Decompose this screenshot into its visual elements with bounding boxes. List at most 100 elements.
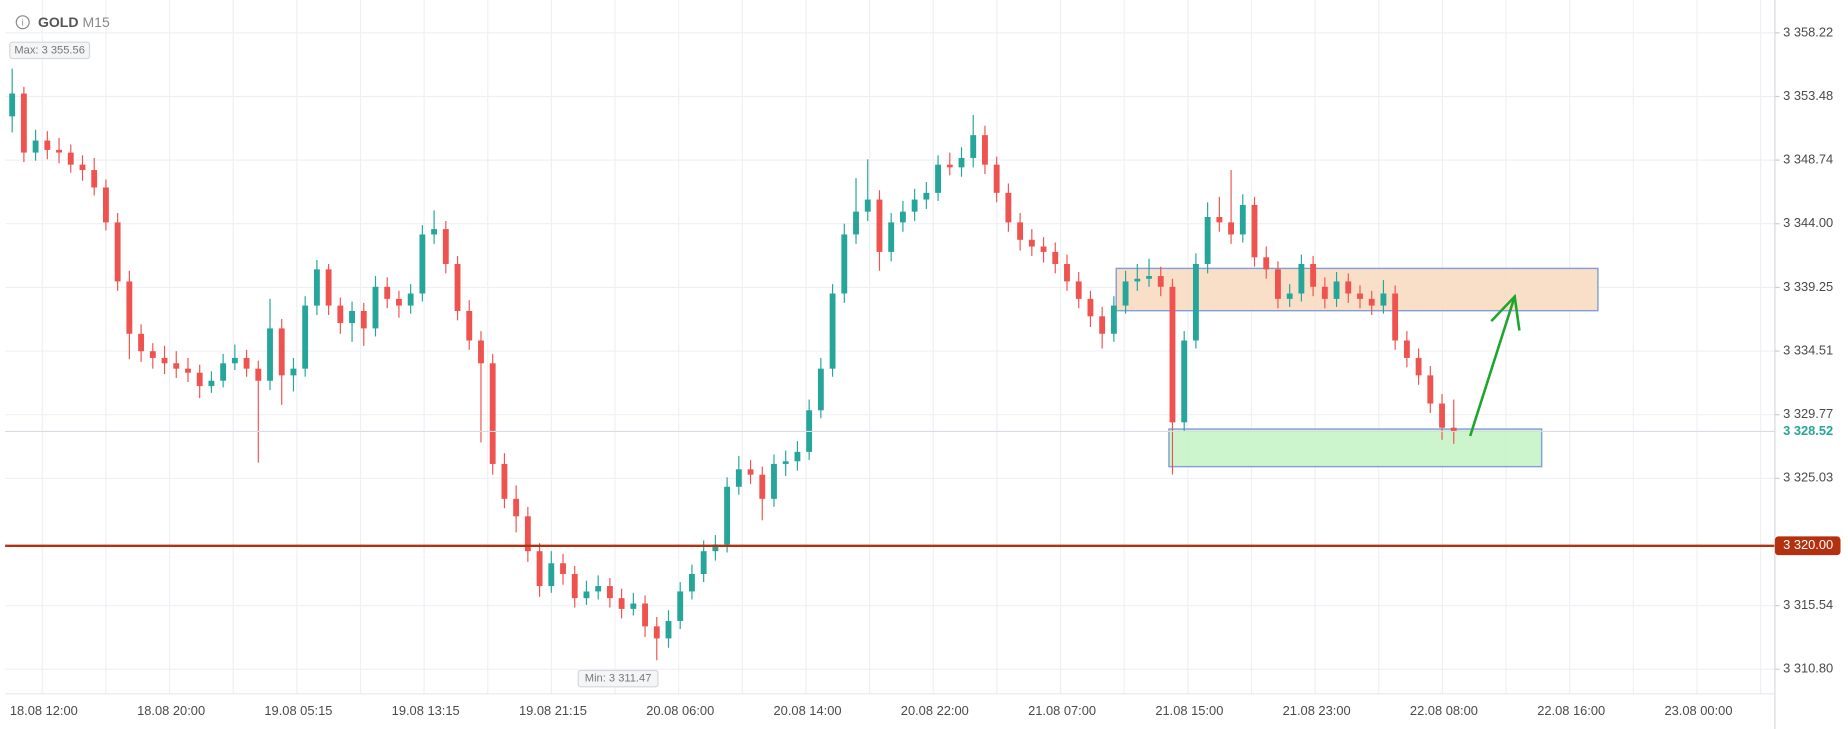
candle-body bbox=[583, 591, 590, 599]
candle-body bbox=[243, 357, 250, 369]
candle-body bbox=[478, 340, 484, 364]
candle-body bbox=[220, 363, 227, 381]
x-tick-label: 18.08 12:00 bbox=[10, 703, 78, 718]
candle-body bbox=[595, 586, 602, 592]
info-icon-glyph: i bbox=[22, 17, 24, 27]
arrow-shaft bbox=[1468, 296, 1516, 437]
candle-body bbox=[689, 573, 695, 592]
candle-body bbox=[759, 474, 766, 499]
zone bbox=[1115, 267, 1599, 312]
candle-body bbox=[231, 357, 238, 364]
candle-body bbox=[1380, 293, 1387, 306]
max_label-text: Max: 3 355.56 bbox=[14, 44, 85, 56]
candle-body bbox=[267, 328, 273, 381]
candle-body bbox=[1263, 257, 1270, 270]
timeframe: M15 bbox=[82, 14, 110, 30]
candle-body bbox=[313, 269, 320, 306]
candle-body bbox=[1427, 375, 1434, 404]
candle-body bbox=[571, 573, 578, 599]
candle-body bbox=[1310, 263, 1317, 287]
y-tick-label: 3 353.48 bbox=[1783, 88, 1833, 103]
candle-body bbox=[1146, 276, 1152, 279]
candle-body bbox=[864, 199, 871, 212]
candle-body bbox=[1052, 251, 1059, 264]
candle-body bbox=[1251, 204, 1258, 258]
candle-body bbox=[302, 305, 309, 369]
candle-body bbox=[1333, 281, 1340, 299]
min_label-text: Min: 3 311.47 bbox=[585, 673, 652, 685]
candle-body bbox=[442, 229, 449, 264]
candle-body bbox=[102, 187, 109, 223]
candle-body bbox=[1204, 217, 1211, 264]
candle-body bbox=[431, 229, 438, 235]
candle-body bbox=[1122, 281, 1129, 306]
candle-body bbox=[1298, 263, 1305, 294]
y-tick-label: 3 348.74 bbox=[1783, 152, 1833, 167]
candle-body bbox=[829, 293, 836, 369]
candle-body bbox=[712, 544, 719, 552]
candles bbox=[9, 68, 1457, 661]
candle-body bbox=[1216, 217, 1223, 223]
candle-body bbox=[454, 263, 461, 311]
candle-body bbox=[888, 222, 895, 252]
candle-body bbox=[747, 469, 754, 475]
candle-body bbox=[935, 164, 941, 193]
candle-body bbox=[255, 368, 262, 381]
level-label-box bbox=[1774, 536, 1841, 556]
x-tick-label: 19.08 05:15 bbox=[264, 703, 332, 718]
candle-body bbox=[79, 164, 86, 171]
candle-body bbox=[1110, 305, 1117, 334]
last-price-box bbox=[1776, 422, 1841, 441]
candle-body bbox=[1239, 204, 1246, 235]
candle-body bbox=[91, 170, 98, 188]
candle-body bbox=[290, 368, 297, 376]
candle-body bbox=[817, 368, 824, 411]
arrow-head bbox=[1490, 293, 1521, 331]
candle-body bbox=[606, 586, 613, 599]
candle-body bbox=[161, 357, 168, 364]
candle-body bbox=[536, 551, 543, 587]
candle-body bbox=[1275, 269, 1281, 299]
candle-body bbox=[466, 310, 473, 341]
candle-body bbox=[782, 461, 789, 464]
candle-body bbox=[185, 368, 191, 373]
candle-body bbox=[419, 234, 426, 294]
x-tick-label: 21.08 07:00 bbox=[1028, 703, 1096, 718]
candle-body bbox=[1192, 263, 1199, 341]
candle-body bbox=[32, 140, 39, 153]
candle-body bbox=[20, 93, 27, 153]
candle-body bbox=[982, 135, 988, 165]
x-tick-label: 21.08 15:00 bbox=[1155, 703, 1223, 718]
candle-body bbox=[771, 463, 777, 499]
candle-body bbox=[9, 93, 16, 117]
y-tick-label: 3 339.25 bbox=[1783, 279, 1833, 294]
candle-body bbox=[618, 598, 625, 609]
candle-body bbox=[630, 603, 637, 609]
candle-body bbox=[958, 157, 965, 168]
candle-body bbox=[1064, 263, 1070, 282]
candle-body bbox=[325, 269, 332, 306]
candle-body bbox=[349, 310, 355, 324]
candle-body bbox=[548, 563, 555, 587]
candle-body bbox=[360, 310, 367, 329]
candle-body bbox=[114, 222, 121, 282]
candle-body bbox=[560, 563, 566, 574]
info-icon[interactable] bbox=[15, 15, 30, 30]
candle-body bbox=[946, 164, 953, 168]
candle-body bbox=[700, 551, 707, 574]
candle-body bbox=[724, 486, 731, 545]
candle-body bbox=[735, 469, 742, 487]
candle-body bbox=[1087, 298, 1094, 317]
candle-body bbox=[396, 298, 402, 306]
candle-body bbox=[1169, 286, 1176, 423]
candle-body bbox=[1005, 192, 1012, 223]
candle-body bbox=[384, 286, 391, 299]
y-tick-label: 3 315.54 bbox=[1783, 597, 1833, 612]
candle-body bbox=[1181, 340, 1188, 423]
candle-body bbox=[1099, 316, 1106, 334]
candle-body bbox=[1450, 427, 1457, 432]
x-tick-label: 22.08 16:00 bbox=[1537, 703, 1605, 718]
candle-body bbox=[1392, 293, 1399, 341]
candle-body bbox=[1368, 298, 1375, 306]
